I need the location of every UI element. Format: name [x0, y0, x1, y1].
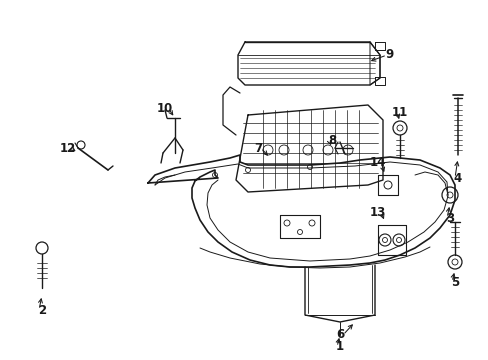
Text: 6: 6	[335, 328, 344, 342]
Text: 8: 8	[327, 134, 335, 147]
Text: 14: 14	[369, 156, 386, 168]
Text: 2: 2	[38, 303, 46, 316]
Text: 1: 1	[335, 341, 344, 354]
Text: 13: 13	[369, 206, 386, 219]
Text: 7: 7	[253, 141, 262, 154]
Text: 11: 11	[391, 105, 407, 118]
Text: 9: 9	[385, 49, 393, 62]
Text: 4: 4	[453, 171, 461, 184]
Text: 12: 12	[60, 141, 76, 154]
Text: 5: 5	[450, 275, 458, 288]
Text: 3: 3	[445, 211, 453, 225]
Text: 10: 10	[157, 102, 173, 114]
